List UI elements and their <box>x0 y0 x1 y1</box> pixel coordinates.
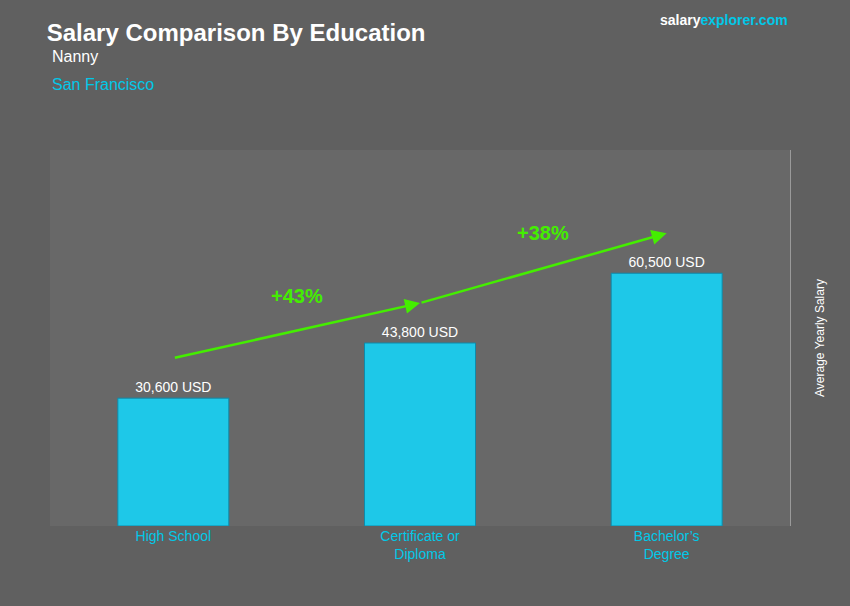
svg-text:60,500 USD: 60,500 USD <box>629 254 705 270</box>
svg-text:San Francisco: San Francisco <box>52 76 154 93</box>
svg-text:30,600 USD: 30,600 USD <box>135 379 211 395</box>
svg-text:Nanny: Nanny <box>52 48 98 65</box>
svg-text:Salary Comparison By Education: Salary Comparison By Education <box>47 19 426 46</box>
svg-text:High School: High School <box>136 528 212 544</box>
svg-text:+43%: +43% <box>271 285 323 307</box>
svg-text:43,800 USD: 43,800 USD <box>382 324 458 340</box>
svg-text:Average Yearly Salary: Average Yearly Salary <box>813 279 827 397</box>
svg-text:+38%: +38% <box>517 222 569 244</box>
svg-text:Bachelor’sDegree: Bachelor’sDegree <box>634 528 700 562</box>
svg-text:Certificate orDiploma: Certificate orDiploma <box>380 528 460 562</box>
svg-text:salaryexplorer.com: salaryexplorer.com <box>660 12 788 28</box>
